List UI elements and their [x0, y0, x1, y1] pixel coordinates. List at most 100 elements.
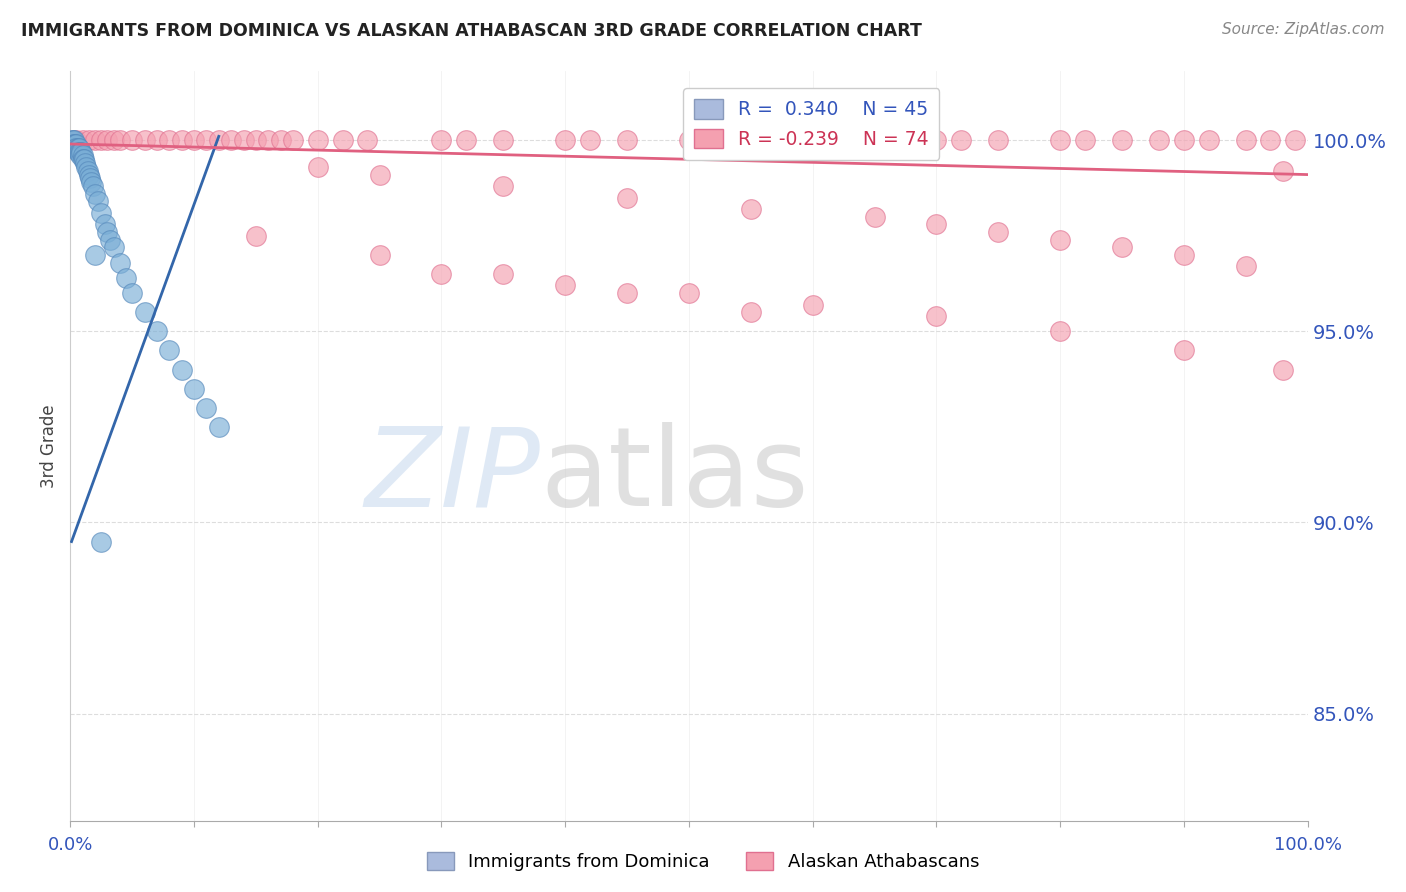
Point — [1049, 133, 1071, 147]
Point — [281, 133, 304, 147]
Point — [1049, 324, 1071, 338]
Point — [146, 133, 169, 147]
Point — [80, 175, 103, 189]
Point — [579, 133, 602, 147]
Point — [67, 145, 90, 159]
Point — [60, 133, 83, 147]
Point — [65, 136, 87, 151]
Point — [678, 286, 700, 301]
Point — [987, 225, 1010, 239]
Point — [1074, 133, 1097, 147]
Point — [307, 133, 329, 147]
Legend: Immigrants from Dominica, Alaskan Athabascans: Immigrants from Dominica, Alaskan Athaba… — [420, 845, 986, 879]
Point — [65, 141, 87, 155]
Point — [79, 171, 101, 186]
Point — [1173, 248, 1195, 262]
Point — [77, 133, 100, 147]
Point — [1271, 362, 1294, 376]
Point — [1173, 343, 1195, 358]
Point — [492, 267, 515, 281]
Point — [1147, 133, 1170, 147]
Text: 0.0%: 0.0% — [48, 836, 93, 854]
Point — [195, 401, 218, 415]
Point — [70, 145, 93, 159]
Point — [1284, 133, 1306, 147]
Point — [63, 133, 86, 147]
Point — [65, 136, 87, 151]
Point — [66, 145, 89, 159]
Point — [492, 133, 515, 147]
Point — [115, 270, 138, 285]
Point — [740, 305, 762, 319]
Point — [219, 133, 242, 147]
Point — [1198, 133, 1220, 147]
Point — [103, 133, 125, 147]
Point — [134, 133, 156, 147]
Point — [170, 362, 193, 376]
Point — [69, 145, 91, 159]
Point — [1234, 133, 1257, 147]
Point — [245, 228, 267, 243]
Point — [307, 160, 329, 174]
Point — [134, 305, 156, 319]
Point — [987, 133, 1010, 147]
Point — [73, 153, 96, 167]
Point — [90, 534, 112, 549]
Point — [430, 267, 453, 281]
Point — [75, 160, 97, 174]
Point — [69, 148, 91, 162]
Point — [103, 240, 125, 254]
Point — [90, 133, 112, 147]
Point — [616, 190, 638, 204]
Point — [121, 286, 143, 301]
Point — [1234, 260, 1257, 274]
Point — [863, 133, 886, 147]
Point — [368, 248, 391, 262]
Point — [67, 141, 90, 155]
Text: ZIP: ZIP — [364, 423, 540, 530]
Point — [245, 133, 267, 147]
Point — [456, 133, 478, 147]
Point — [257, 133, 280, 147]
Y-axis label: 3rd Grade: 3rd Grade — [41, 404, 59, 488]
Point — [1111, 240, 1133, 254]
Point — [356, 133, 378, 147]
Point — [63, 136, 86, 151]
Point — [62, 136, 84, 151]
Point — [368, 168, 391, 182]
Point — [157, 343, 180, 358]
Point — [925, 133, 948, 147]
Point — [1260, 133, 1282, 147]
Point — [75, 156, 97, 170]
Point — [183, 133, 205, 147]
Point — [1173, 133, 1195, 147]
Point — [72, 133, 94, 147]
Point — [84, 186, 107, 201]
Text: 100.0%: 100.0% — [1274, 836, 1341, 854]
Point — [84, 248, 107, 262]
Point — [96, 225, 118, 239]
Point — [616, 133, 638, 147]
Point — [827, 133, 849, 147]
Point — [170, 133, 193, 147]
Point — [86, 194, 108, 209]
Point — [66, 141, 89, 155]
Point — [332, 133, 354, 147]
Point — [146, 324, 169, 338]
Point — [98, 233, 121, 247]
Point — [492, 179, 515, 194]
Text: IMMIGRANTS FROM DOMINICA VS ALASKAN ATHABASCAN 3RD GRADE CORRELATION CHART: IMMIGRANTS FROM DOMINICA VS ALASKAN ATHA… — [21, 22, 922, 40]
Point — [863, 210, 886, 224]
Point — [616, 286, 638, 301]
Point — [72, 153, 94, 167]
Point — [1049, 233, 1071, 247]
Text: Source: ZipAtlas.com: Source: ZipAtlas.com — [1222, 22, 1385, 37]
Point — [801, 133, 824, 147]
Point — [925, 217, 948, 231]
Point — [183, 382, 205, 396]
Point — [90, 206, 112, 220]
Point — [1271, 163, 1294, 178]
Point — [82, 179, 104, 194]
Point — [76, 163, 98, 178]
Point — [84, 133, 107, 147]
